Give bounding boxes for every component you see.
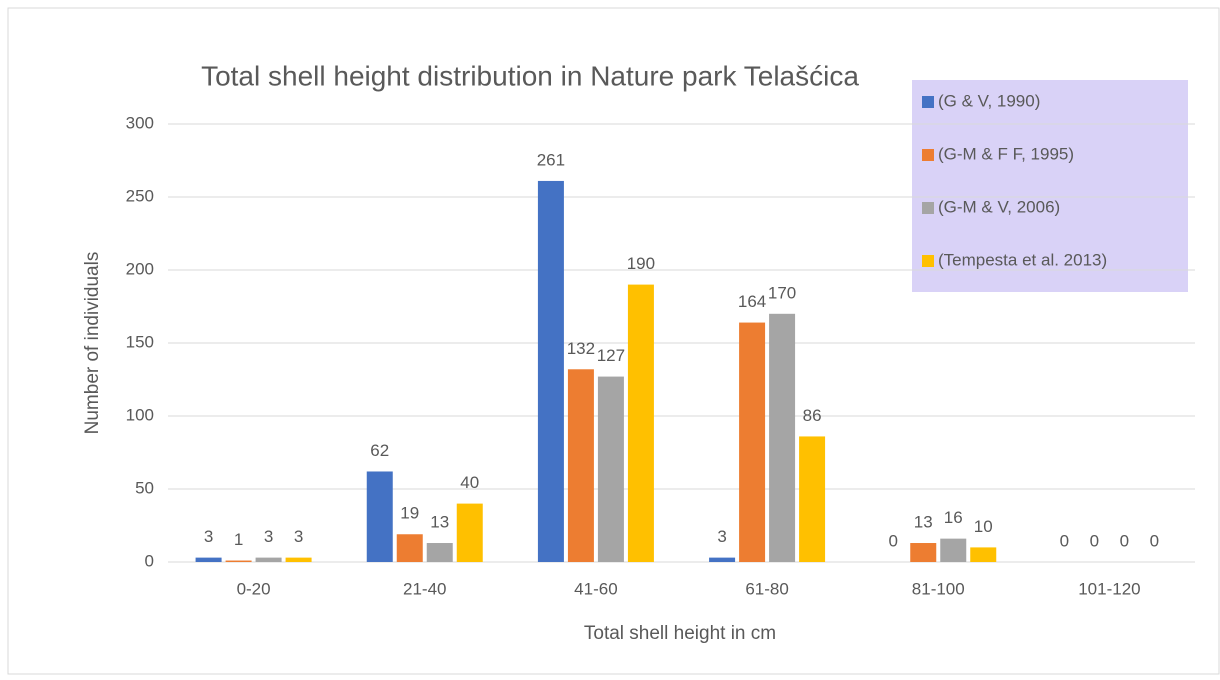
chart-title: Total shell height distribution in Natur…: [201, 60, 859, 91]
legend-swatch: [922, 255, 934, 267]
legend-swatch: [922, 149, 934, 161]
bar: [627, 284, 654, 562]
data-label: 132: [567, 339, 595, 358]
legend-swatch: [922, 96, 934, 108]
legend-swatch: [922, 202, 934, 214]
data-label: 16: [944, 508, 963, 527]
data-label: 3: [294, 527, 303, 546]
x-tick-label: 101-120: [1078, 579, 1140, 598]
y-tick-label: 250: [126, 186, 154, 205]
data-label: 3: [717, 527, 726, 546]
data-label: 62: [370, 441, 389, 460]
data-label: 0: [889, 531, 898, 550]
data-label: 0: [1060, 531, 1069, 550]
data-label: 0: [1090, 531, 1099, 550]
legend-label: (Tempesta et al. 2013): [938, 250, 1107, 269]
data-label: 0: [1120, 531, 1129, 550]
bar: [567, 369, 594, 562]
data-label: 1: [234, 530, 243, 549]
bar: [537, 180, 564, 562]
y-tick-label: 100: [126, 405, 154, 424]
x-tick-label: 81-100: [912, 579, 965, 598]
bar: [709, 557, 736, 562]
data-label: 19: [400, 504, 419, 523]
y-tick-label: 150: [126, 332, 154, 351]
data-label: 127: [597, 346, 625, 365]
bar: [285, 557, 312, 562]
data-label: 261: [537, 150, 565, 169]
bar: [255, 557, 282, 562]
legend-label: (G-M & V, 2006): [938, 197, 1060, 216]
y-tick-label: 50: [135, 478, 154, 497]
x-tick-label: 41-60: [574, 579, 617, 598]
bar: [366, 471, 393, 562]
bar: [970, 547, 997, 562]
bar: [597, 376, 624, 562]
data-label: 190: [627, 254, 655, 273]
data-label: 13: [914, 513, 933, 532]
bar: [769, 313, 796, 562]
legend-label: (G-M & F F, 1995): [938, 144, 1074, 163]
x-tick-label: 0-20: [237, 579, 271, 598]
x-tick-label: 61-80: [745, 579, 788, 598]
data-label: 3: [204, 527, 213, 546]
y-tick-label: 300: [126, 113, 154, 132]
data-label: 0: [1150, 531, 1159, 550]
x-tick-label: 21-40: [403, 579, 446, 598]
bar: [739, 322, 766, 562]
data-label: 40: [460, 473, 479, 492]
y-tick-label: 200: [126, 259, 154, 278]
data-label: 164: [738, 292, 766, 311]
bar: [396, 534, 423, 562]
bar: [225, 560, 252, 562]
bar: [799, 436, 826, 562]
data-label: 3: [264, 527, 273, 546]
data-label: 86: [803, 406, 822, 425]
bar: [456, 503, 483, 562]
bar: [426, 543, 453, 562]
bar: [195, 557, 222, 562]
y-axis-label: Number of individuals: [82, 252, 103, 435]
x-axis-label: Total shell height in cm: [584, 623, 776, 644]
legend-label: (G & V, 1990): [938, 91, 1040, 110]
legend-box: [912, 80, 1188, 292]
data-label: 13: [430, 513, 449, 532]
bar: [940, 538, 967, 562]
y-tick-label: 0: [145, 551, 154, 570]
bar: [910, 543, 937, 562]
data-label: 170: [768, 283, 796, 302]
data-label: 10: [974, 517, 993, 536]
